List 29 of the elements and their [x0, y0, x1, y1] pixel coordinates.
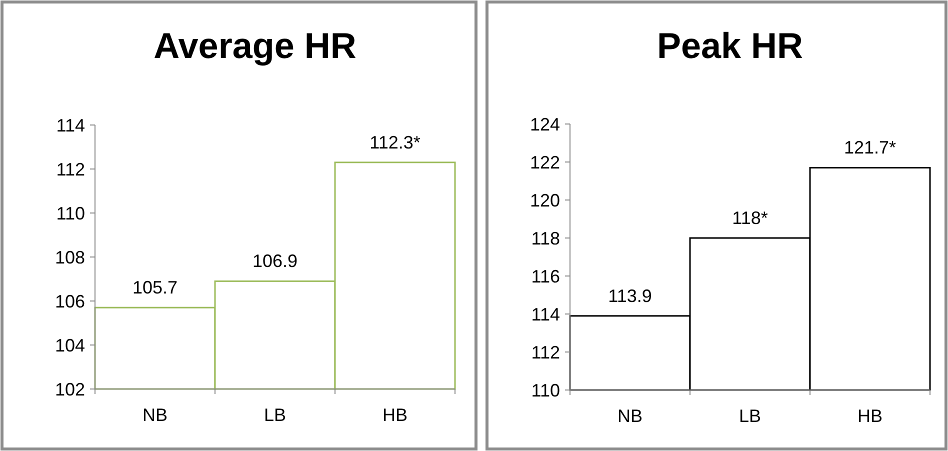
y-tick-label: 110	[531, 380, 560, 400]
x-tick-label: NB	[142, 405, 168, 425]
chart-title: Average HR	[154, 25, 356, 66]
y-tick-label: 110	[56, 203, 85, 224]
data-label: 112.3*	[370, 132, 420, 152]
y-tick-label: 102	[54, 379, 85, 400]
data-label: 118*	[732, 208, 768, 228]
y-tick-label: 108	[54, 247, 85, 268]
y-tick-label: 120	[530, 190, 560, 210]
y-tick-label: 118	[531, 228, 560, 248]
data-label: 113.9	[608, 286, 652, 306]
chart-title: Peak HR	[656, 25, 804, 66]
x-tick-label: NB	[617, 406, 643, 426]
data-label: 105.7	[132, 278, 178, 298]
x-tick-label: HB	[857, 406, 883, 426]
y-tick-label: 124	[530, 114, 560, 134]
x-tick-label: LB	[264, 405, 286, 425]
y-tick-label: 112	[56, 159, 85, 180]
y-tick-label: 106	[54, 291, 85, 312]
y-tick-label: 122	[530, 152, 560, 172]
y-tick-label: 116	[531, 266, 560, 286]
y-tick-label: 112	[531, 342, 560, 362]
y-tick-label: 114	[531, 304, 560, 324]
data-label: 121.7*	[844, 138, 896, 158]
y-tick-label: 104	[54, 335, 85, 356]
data-label: 106.9	[252, 251, 298, 272]
x-tick-label: LB	[738, 406, 762, 426]
x-tick-label: HB	[382, 405, 408, 425]
y-tick-label: 114	[56, 115, 85, 136]
